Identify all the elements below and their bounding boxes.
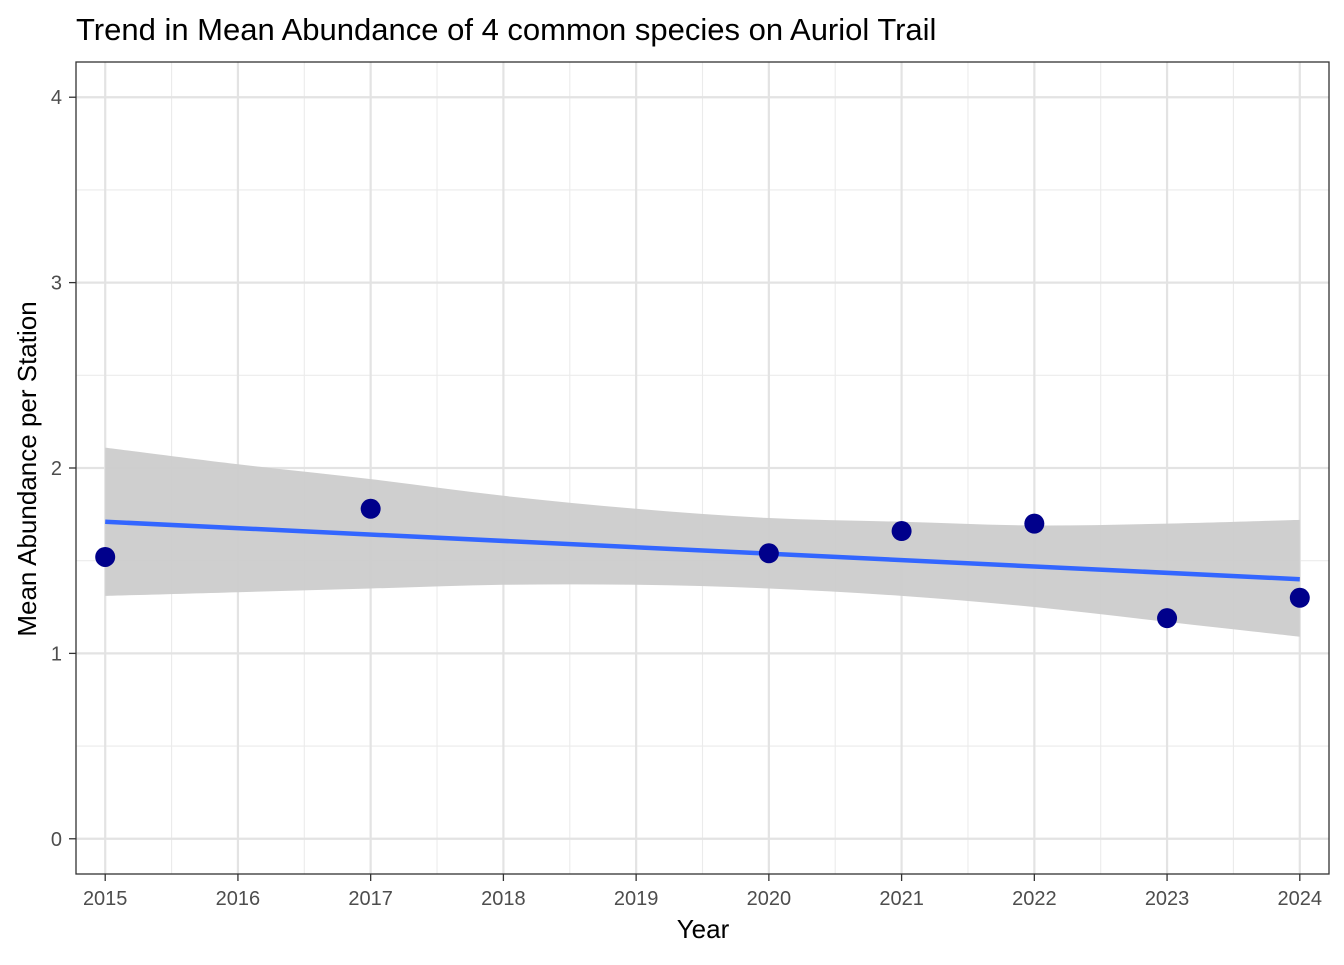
- y-tick-label: 1: [51, 643, 62, 665]
- x-tick-label: 2017: [348, 888, 393, 910]
- data-point-2017: [360, 498, 381, 519]
- x-axis: 2015 2016 2017 2018 2019 2020 2021 2022 2023 2024: [83, 874, 1322, 910]
- x-tick-label: 2016: [216, 888, 261, 910]
- data-point-2022: [1024, 513, 1045, 534]
- x-tick-label: 2022: [1012, 888, 1057, 910]
- trend-line: [105, 519, 1300, 582]
- y-tick-label: 2: [51, 458, 62, 480]
- x-tick-label: 2023: [1145, 888, 1190, 910]
- y-tick-label: 0: [51, 829, 62, 851]
- data-point-2024: [1289, 587, 1310, 608]
- x-tick-label: 2021: [879, 888, 924, 910]
- x-tick-label: 2019: [614, 888, 659, 910]
- data-point-2015: [95, 546, 116, 567]
- x-tick-label: 2015: [83, 888, 128, 910]
- data-point-2021: [891, 521, 912, 542]
- x-axis-title: Year: [677, 914, 730, 944]
- x-tick-label: 2020: [747, 888, 792, 910]
- x-tick-label: 2018: [481, 888, 526, 910]
- data-point-2020: [758, 543, 779, 564]
- data-points-layer: [95, 498, 1310, 629]
- y-axis-title: Mean Abundance per Station: [12, 301, 42, 636]
- y-tick-label: 3: [51, 273, 62, 295]
- trend-line-layer: [105, 519, 1300, 582]
- y-axis: 0 1 2 3 4: [51, 87, 76, 851]
- data-point-2023: [1157, 608, 1178, 629]
- x-tick-label: 2024: [1278, 888, 1323, 910]
- confidence-band-layer: [105, 447, 1300, 637]
- confidence-band: [105, 447, 1300, 637]
- plot-title: Trend in Mean Abundance of 4 common spec…: [76, 12, 936, 47]
- y-tick-label: 4: [51, 87, 62, 109]
